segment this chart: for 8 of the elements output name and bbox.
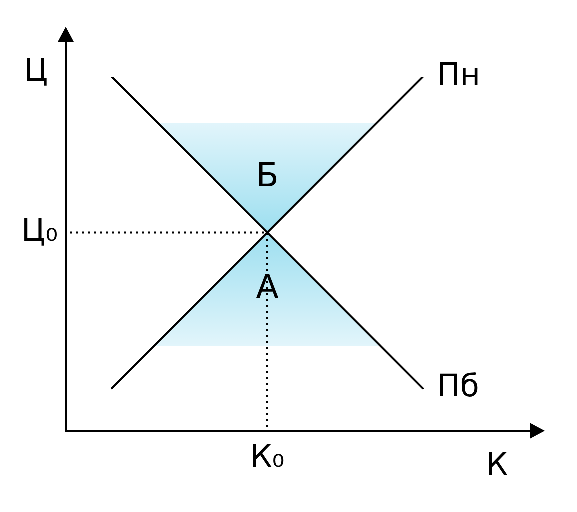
band-label: А: [256, 266, 280, 306]
band-label: Б: [256, 155, 279, 194]
y-axis-title: Ц: [24, 53, 48, 90]
ref-line-label: Ц₀: [22, 212, 58, 249]
series-label: Пн: [437, 57, 481, 94]
text: К₀: [250, 439, 285, 476]
x-axis-title: К: [486, 447, 508, 484]
series-label: Пб: [437, 368, 480, 405]
